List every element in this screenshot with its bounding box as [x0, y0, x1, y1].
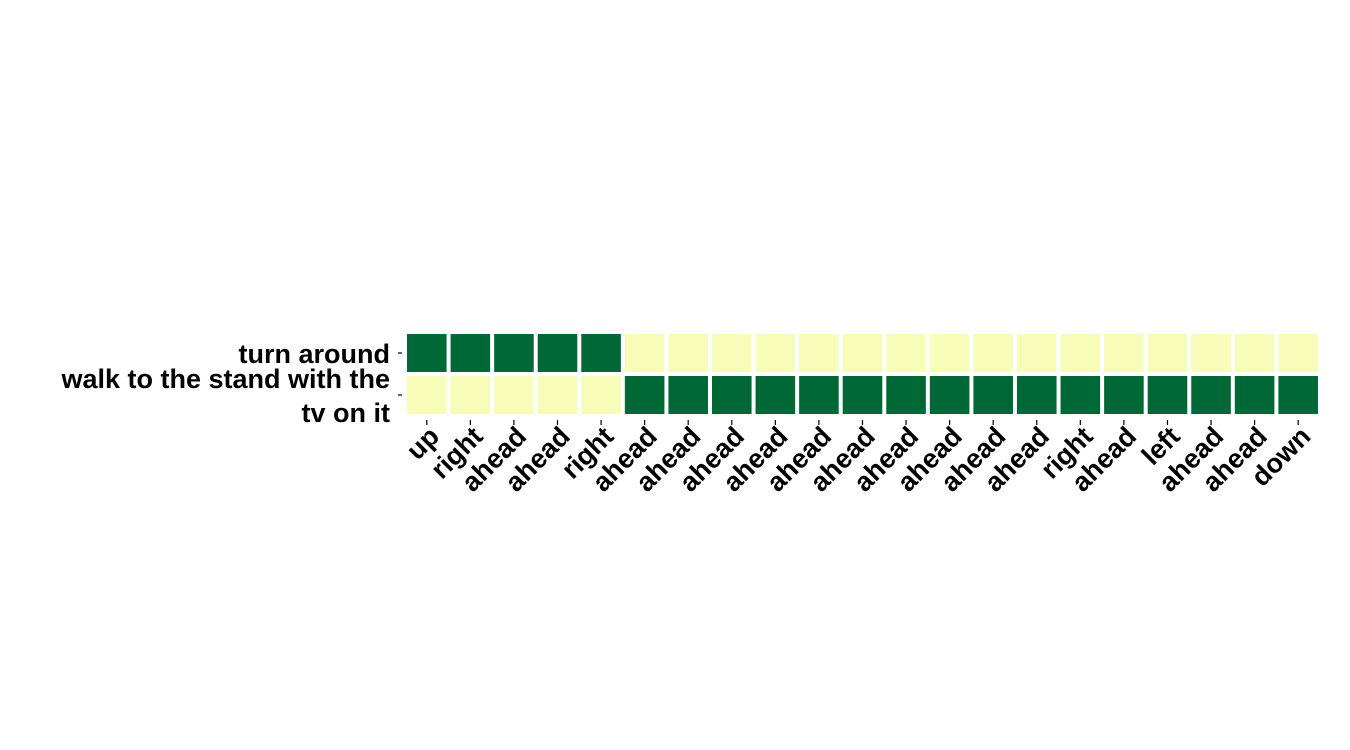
heatmap-cell	[973, 334, 1013, 372]
heatmap-cell	[711, 334, 752, 372]
heatmap-cell	[929, 334, 970, 372]
heatmap-cell	[624, 376, 665, 414]
heatmap-cell	[711, 376, 752, 414]
heatmap-cell	[1147, 376, 1188, 414]
heatmap-cell	[929, 376, 970, 414]
heatmap-cell	[494, 334, 534, 372]
heatmap-cell	[624, 334, 665, 372]
heatmap-cell	[1278, 376, 1318, 414]
heatmap-cell	[886, 334, 926, 372]
heatmap-cell	[668, 334, 708, 372]
heatmap-cell	[581, 376, 621, 414]
heatmap-cell	[886, 376, 926, 414]
heatmap-cell	[973, 376, 1013, 414]
heatmap-cell	[1060, 376, 1101, 414]
heatmap-cell	[1278, 334, 1318, 372]
heatmap-cell	[799, 376, 839, 414]
heatmap-cell	[668, 376, 708, 414]
heatmap-cell	[537, 376, 578, 414]
heatmap-cell	[1191, 334, 1231, 372]
y-tick-label: walk to the stand with the	[60, 364, 390, 394]
y-tick-label: tv on it	[302, 398, 391, 428]
heatmap-cell	[799, 334, 839, 372]
heatmap-cell	[1016, 334, 1057, 372]
heatmap-cell	[494, 376, 534, 414]
heatmap-cell	[407, 334, 447, 372]
heatmap-cell	[755, 334, 796, 372]
heatmap-cell	[1234, 334, 1275, 372]
y-tick-label: turn around	[239, 339, 390, 369]
heatmap-cell	[1016, 376, 1057, 414]
heatmap-cell	[1234, 376, 1275, 414]
heatmap-cell	[1147, 334, 1188, 372]
heatmap-cell	[755, 376, 796, 414]
heatmap-cell	[407, 376, 447, 414]
heatmap-cell	[1104, 376, 1144, 414]
heatmap-cell	[450, 376, 491, 414]
heatmap-cell	[1104, 334, 1144, 372]
heatmap-cell	[581, 334, 621, 372]
heatmap-cell	[842, 376, 883, 414]
heatmap-cell	[842, 334, 883, 372]
heatmap-cell	[537, 334, 578, 372]
heatmap-cell	[1060, 334, 1101, 372]
heatmap-cell	[1191, 376, 1231, 414]
heatmap-cell	[450, 334, 491, 372]
